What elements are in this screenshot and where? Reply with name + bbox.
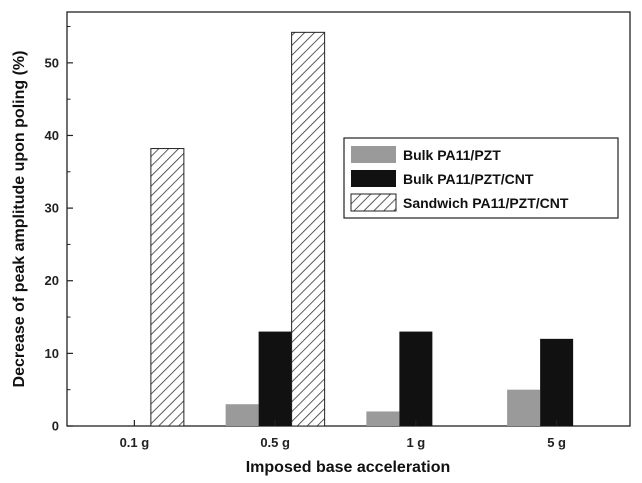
x-tick-label: 1 g [406,435,425,450]
bar-sandwich-pa11-pzt-cnt-0 [150,148,185,427]
bars-layer [150,31,574,427]
bar-sandwich-pa11-pzt-cnt-1 [291,31,326,427]
legend-swatch [351,146,396,163]
y-tick-label: 20 [45,273,59,288]
legend-label: Sandwich PA11/PZT/CNT [403,195,569,211]
legend: Bulk PA11/PZT Bulk PA11/PZT/CNT Sandwich P… [343,137,619,219]
y-axis-title: Decrease of peak amplitude upon poling (… [11,51,28,388]
legend-label: Bulk PA11/PZT [403,147,501,163]
bar-bulk-pa11-pzt-1 [225,404,259,426]
y-tick-label: 40 [45,128,59,143]
legend-label: Bulk PA11/PZT/CNT [403,171,534,187]
legend-swatch [351,170,396,187]
legend-swatch [350,193,397,212]
bar-bulk-pa11-pzt-cnt-3 [540,338,574,426]
x-axis-title: Imposed base acceleration [246,459,451,476]
y-tick-label: 10 [45,346,59,361]
x-tick-label: 5 g [547,435,566,450]
x-axis: 0.1 g 0.5 g 1 g 5 g [120,420,566,450]
bar-bulk-pa11-pzt-cnt-1 [258,331,292,426]
x-tick-label: 0.5 g [260,435,290,450]
y-tick-label: 0 [52,419,59,434]
bar-bulk-pa11-pzt-cnt-2 [399,331,433,426]
bar-bulk-pa11-pzt-2 [366,411,400,426]
y-tick-label: 30 [45,201,59,216]
bar-bulk-pa11-pzt-3 [507,389,541,426]
y-tick-label: 50 [45,55,59,70]
y-axis: 0 10 20 30 40 50 [45,26,73,434]
x-tick-label: 0.1 g [120,435,150,450]
